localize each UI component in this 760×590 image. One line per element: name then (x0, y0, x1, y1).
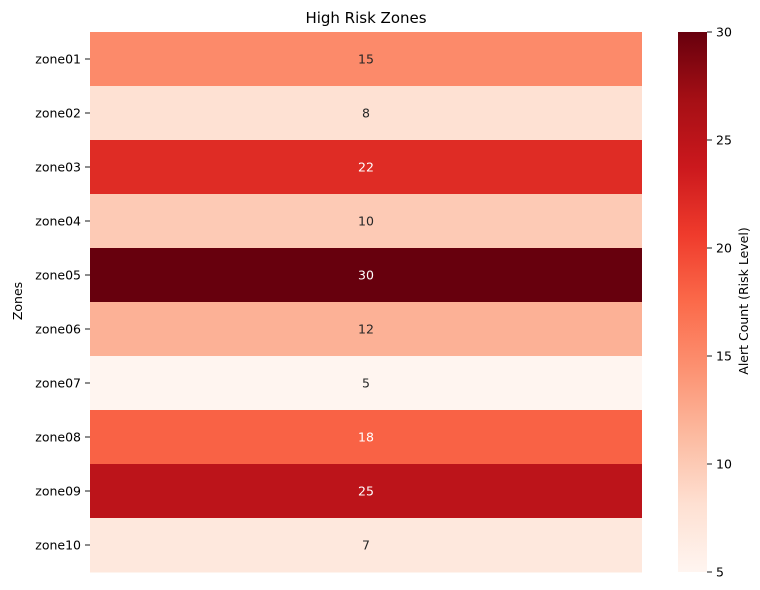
colorbar-tick-label: 15 (716, 349, 732, 364)
cell-value-label: 25 (358, 484, 374, 499)
heatmap-cell (90, 410, 642, 465)
y-tick-label: zone06 (35, 322, 81, 337)
y-tick-label: zone10 (35, 538, 81, 553)
colorbar-tick-label: 5 (716, 565, 724, 580)
heatmap-cell (90, 32, 642, 87)
cell-value-label: 7 (362, 538, 370, 553)
heatmap-cells: 15 8 22 10 30 12 5 18 25 7 (90, 32, 642, 573)
heatmap-cell (90, 140, 642, 195)
y-tick-label: zone03 (35, 160, 81, 175)
y-tick-label: zone08 (35, 430, 81, 445)
y-tick-label: zone04 (35, 214, 81, 229)
y-axis-label: Zones (10, 282, 25, 320)
cell-value-label: 30 (358, 268, 374, 283)
heatmap-cell (90, 194, 642, 249)
heatmap-cell (90, 356, 642, 411)
colorbar-tick-label: 30 (716, 25, 732, 40)
y-tick-label: zone07 (35, 376, 81, 391)
heatmap-cell (90, 248, 642, 303)
colorbar-tick-label: 25 (716, 133, 732, 148)
colorbar (678, 32, 707, 572)
heatmap-cell (90, 464, 642, 519)
cell-value-label: 22 (358, 160, 374, 175)
cell-value-label: 10 (358, 214, 374, 229)
cell-value-label: 5 (362, 376, 370, 391)
y-tick-label: zone02 (35, 106, 81, 121)
y-tick-label: zone09 (35, 484, 81, 499)
colorbar-tick-label: 20 (716, 241, 732, 256)
heatmap-cell (90, 518, 642, 573)
chart-title: High Risk Zones (305, 9, 426, 27)
colorbar-tick-label: 10 (716, 457, 732, 472)
heatmap-cell (90, 86, 642, 141)
colorbar-ticks: 5 10 15 20 25 30 (707, 25, 732, 580)
cell-value-label: 18 (358, 430, 374, 445)
y-tick-label: zone01 (35, 52, 81, 67)
colorbar-label: Alert Count (Risk Level) (736, 227, 751, 374)
y-tick-label: zone05 (35, 268, 81, 283)
cell-value-label: 12 (358, 322, 374, 337)
y-axis-ticks: zone01 zone02 zone03 zone04 zone05 zone06 zone… (35, 52, 90, 553)
heatmap-cell (90, 302, 642, 357)
cell-value-label: 15 (358, 52, 374, 67)
cell-value-label: 8 (362, 106, 370, 121)
